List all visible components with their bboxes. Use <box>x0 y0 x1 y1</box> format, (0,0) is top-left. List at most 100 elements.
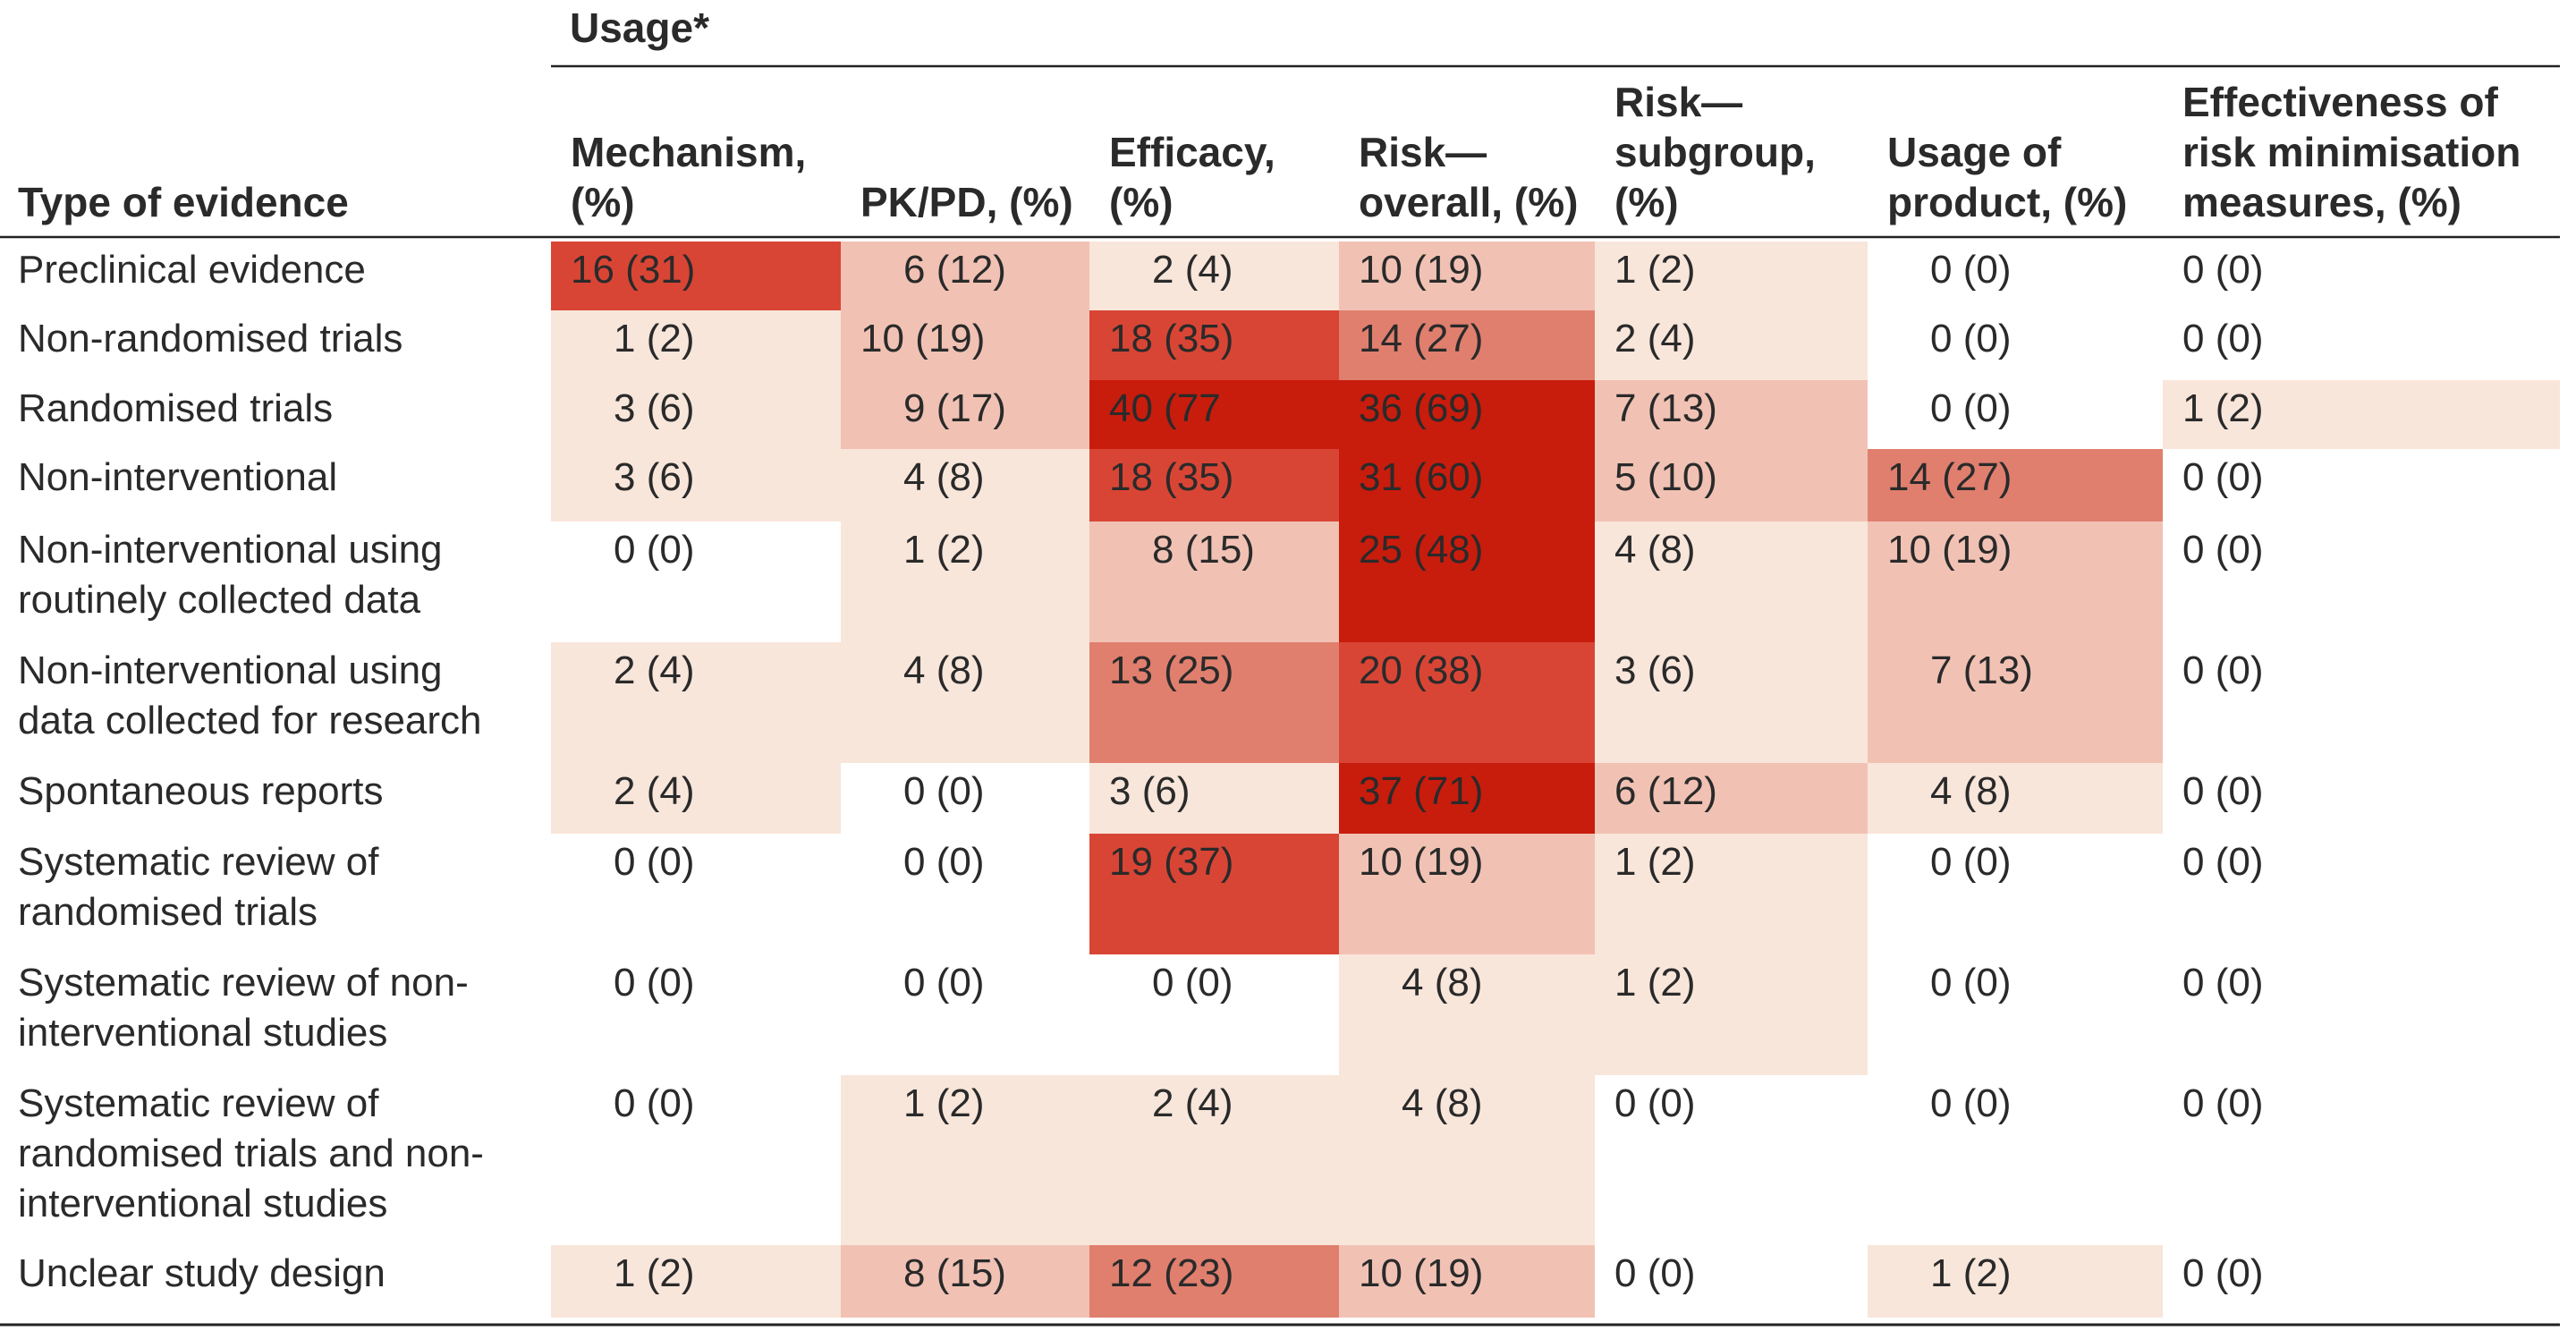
cell-value-label: 0 (0) <box>1930 248 2011 292</box>
cell-value-label: 12 (23) <box>1109 1251 1233 1295</box>
column-header-line: Effectiveness of <box>2182 79 2498 125</box>
column-header-line: Risk— <box>1614 79 1742 125</box>
cell-value-label: 1 (2) <box>903 528 984 572</box>
heatmap-cell <box>2163 834 2560 954</box>
column-header-line: Mechanism, <box>571 129 806 175</box>
cell-value-label: 0 (0) <box>1930 317 2011 360</box>
row-label-line: Randomised trials <box>18 386 333 430</box>
cell-value-label: 40 (77 <box>1109 386 1221 430</box>
row-label-line: Systematic review of <box>18 840 379 884</box>
heatmap-cell <box>841 310 1089 380</box>
row-label-line: Preclinical evidence <box>18 248 366 292</box>
column-header-line: (%) <box>1614 179 1679 225</box>
cell-value-label: 14 (27) <box>1359 317 1483 360</box>
heatmap-cell <box>1595 242 1868 310</box>
row-label-line: Non-randomised trials <box>18 317 402 360</box>
heatmap-cell <box>551 954 841 1075</box>
cell-value-label: 0 (0) <box>1930 961 2011 1005</box>
rules-layer <box>0 64 2560 1327</box>
row-label-line: Non-interventional using <box>18 649 443 692</box>
row-label: Non-randomised trials <box>18 317 402 360</box>
cell-value-label: 1 (2) <box>1614 961 1695 1005</box>
heatmap-cell <box>1339 521 1595 642</box>
row-label-line: randomised trials <box>18 890 318 934</box>
cell-value-label: 0 (0) <box>903 840 984 884</box>
cell-value-label: 4 (8) <box>1614 528 1695 572</box>
heatmap-cell <box>1089 380 1339 449</box>
cell-value-label: 10 (19) <box>1887 528 2012 572</box>
row-label: Non-interventional <box>18 455 337 499</box>
cell-value-label: 4 (8) <box>903 649 984 692</box>
row-label: Non-interventional using data collected f… <box>18 649 482 742</box>
cell-value-label: 0 (0) <box>903 961 984 1005</box>
heatmap-cell <box>1868 521 2163 642</box>
heatmap-cell <box>551 763 841 834</box>
heatmap-cell <box>551 310 841 380</box>
group-header-usage: Usage* <box>570 4 709 51</box>
heatmap-cell <box>1339 642 1595 763</box>
heatmap-cell <box>2163 642 2560 763</box>
heatmap-cell <box>1339 834 1595 954</box>
heatmap-cell <box>841 642 1089 763</box>
column-header-line: overall, (%) <box>1359 179 1578 225</box>
cell-value-label: 2 (4) <box>1152 1081 1233 1125</box>
row-label-line: Spontaneous reports <box>18 769 384 813</box>
cell-value-label: 0 (0) <box>903 769 984 813</box>
cell-value-label: 3 (6) <box>1109 769 1190 813</box>
cell-value-label: 4 (8) <box>903 455 984 499</box>
cell-value-label: 7 (13) <box>1614 386 1717 430</box>
cell-value-label: 6 (12) <box>903 248 1006 292</box>
row-label-line: routinely collected data <box>18 578 421 622</box>
heatmap-cell <box>841 1245 1089 1318</box>
heatmap-cell <box>1868 954 2163 1075</box>
column-header-line: risk minimisation <box>2182 129 2521 175</box>
cell-value-label: 2 (4) <box>1152 248 1233 292</box>
heatmap-cell <box>841 834 1089 954</box>
heatmap-cell <box>1089 642 1339 763</box>
cell-value-label: 1 (2) <box>903 1081 984 1125</box>
heatmap-cell <box>1089 449 1339 521</box>
cell-value-label: 0 (0) <box>1930 1081 2011 1125</box>
heatmap-cell <box>2163 1075 2560 1245</box>
cell-value-label: 0 (0) <box>614 961 694 1005</box>
cell-value-label: 0 (0) <box>1930 386 2011 430</box>
row-label-line: Non-interventional using <box>18 528 443 572</box>
heatmap-cell <box>1595 521 1868 642</box>
cell-value-label: 0 (0) <box>2182 317 2263 360</box>
heatmap-cell <box>2163 521 2560 642</box>
cell-value-label: 1 (2) <box>614 317 694 360</box>
cell-value-label: 4 (8) <box>1930 769 2011 813</box>
heatmap-cell <box>1339 242 1595 310</box>
row-label-line: data collected for research <box>18 699 482 742</box>
cell-value-label: 4 (8) <box>1402 1081 1482 1125</box>
column-header: Risk— subgroup, (%) <box>1614 79 1816 225</box>
heatmap-cell <box>2163 242 2560 310</box>
row-label: Spontaneous reports <box>18 769 384 813</box>
heatmap-cell <box>2163 310 2560 380</box>
heatmap-cell <box>2163 763 2560 834</box>
cell-value-label: 1 (2) <box>1614 840 1695 884</box>
heatmap-cell <box>1595 763 1868 834</box>
heatmap-cell <box>551 521 841 642</box>
column-header-line: subgroup, <box>1614 129 1816 175</box>
row-label: Systematic review of randomised trials <box>18 840 379 934</box>
cell-value-label: 37 (71) <box>1359 769 1483 813</box>
cell-value-label: 19 (37) <box>1109 840 1233 884</box>
cell-value-label: 0 (0) <box>1152 961 1233 1005</box>
cell-value-label: 1 (2) <box>614 1251 694 1295</box>
row-label: Non-interventional using routinely collec… <box>18 528 443 622</box>
heatmap-cell <box>551 834 841 954</box>
heatmap-cell <box>1595 954 1868 1075</box>
cell-value-label: 0 (0) <box>2182 1081 2263 1125</box>
cell-value-label: 18 (35) <box>1109 455 1233 499</box>
cell-value-label: 20 (38) <box>1359 649 1483 692</box>
column-header-line: measures, (%) <box>2182 179 2462 225</box>
heatmap-cell <box>841 521 1089 642</box>
column-header-line: Usage of <box>1887 129 2062 175</box>
heatmap-cell <box>551 1245 841 1318</box>
heatmap-cell <box>1339 1245 1595 1318</box>
column-header: PK/PD, (%) <box>860 179 1073 225</box>
cells-layer <box>551 242 2560 1318</box>
row-header-type-of-evidence: Type of evidence <box>18 179 349 225</box>
